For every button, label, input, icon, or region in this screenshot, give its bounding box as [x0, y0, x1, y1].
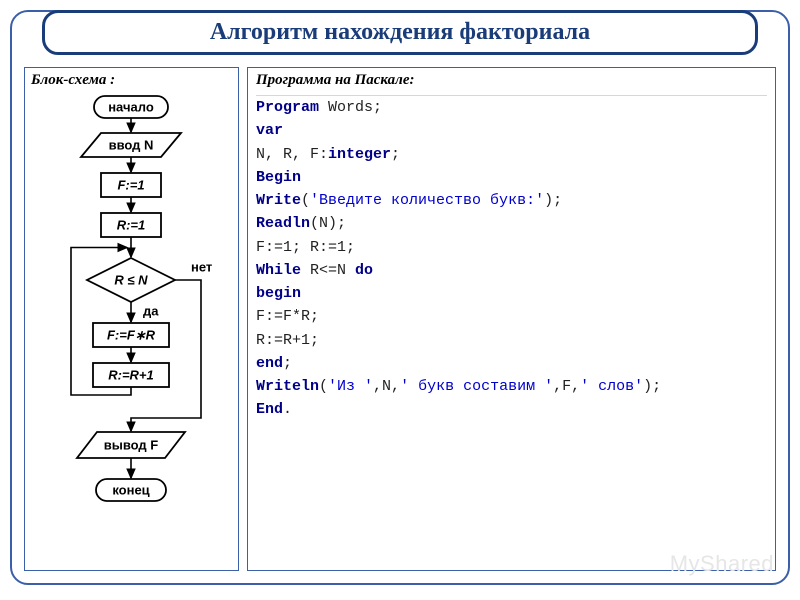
pascal-code: Program Words;varN, R, F:integer;BeginWr… [256, 95, 767, 422]
code-panel: Программа на Паскале: Program Words;varN… [247, 67, 776, 571]
watermark: MyShared [670, 551, 774, 577]
svg-text:да: да [143, 303, 159, 318]
svg-text:ввод N: ввод N [109, 137, 154, 152]
flowchart: да нет начало ввод N F:=1 R:=1 R ≤ N F:=F∗R R:=R… [31, 95, 232, 565]
svg-text:F:=F∗R: F:=F∗R [107, 327, 156, 342]
svg-text:F:=1: F:=1 [117, 177, 144, 192]
svg-text:R ≤ N: R ≤ N [114, 272, 148, 287]
svg-text:нет: нет [191, 259, 212, 274]
svg-text:вывод F: вывод F [104, 437, 159, 452]
svg-text:R:=R+1: R:=R+1 [108, 367, 154, 382]
svg-text:начало: начало [108, 99, 154, 114]
flowchart-label: Блок-схема : [31, 72, 232, 89]
flowchart-panel: Блок-схема : да нет начало ввод N F:=1 R:=1 R … [24, 67, 239, 571]
content-area: Блок-схема : да нет начало ввод N F:=1 R:=1 R … [12, 12, 788, 583]
svg-text:R:=1: R:=1 [117, 217, 146, 232]
svg-text:конец: конец [112, 482, 149, 497]
slide-frame: Алгоритм нахождения факториала Блок-схем… [10, 10, 790, 585]
code-label: Программа на Паскале: [256, 72, 767, 89]
slide-title: Алгоритм нахождения факториала [42, 10, 758, 55]
